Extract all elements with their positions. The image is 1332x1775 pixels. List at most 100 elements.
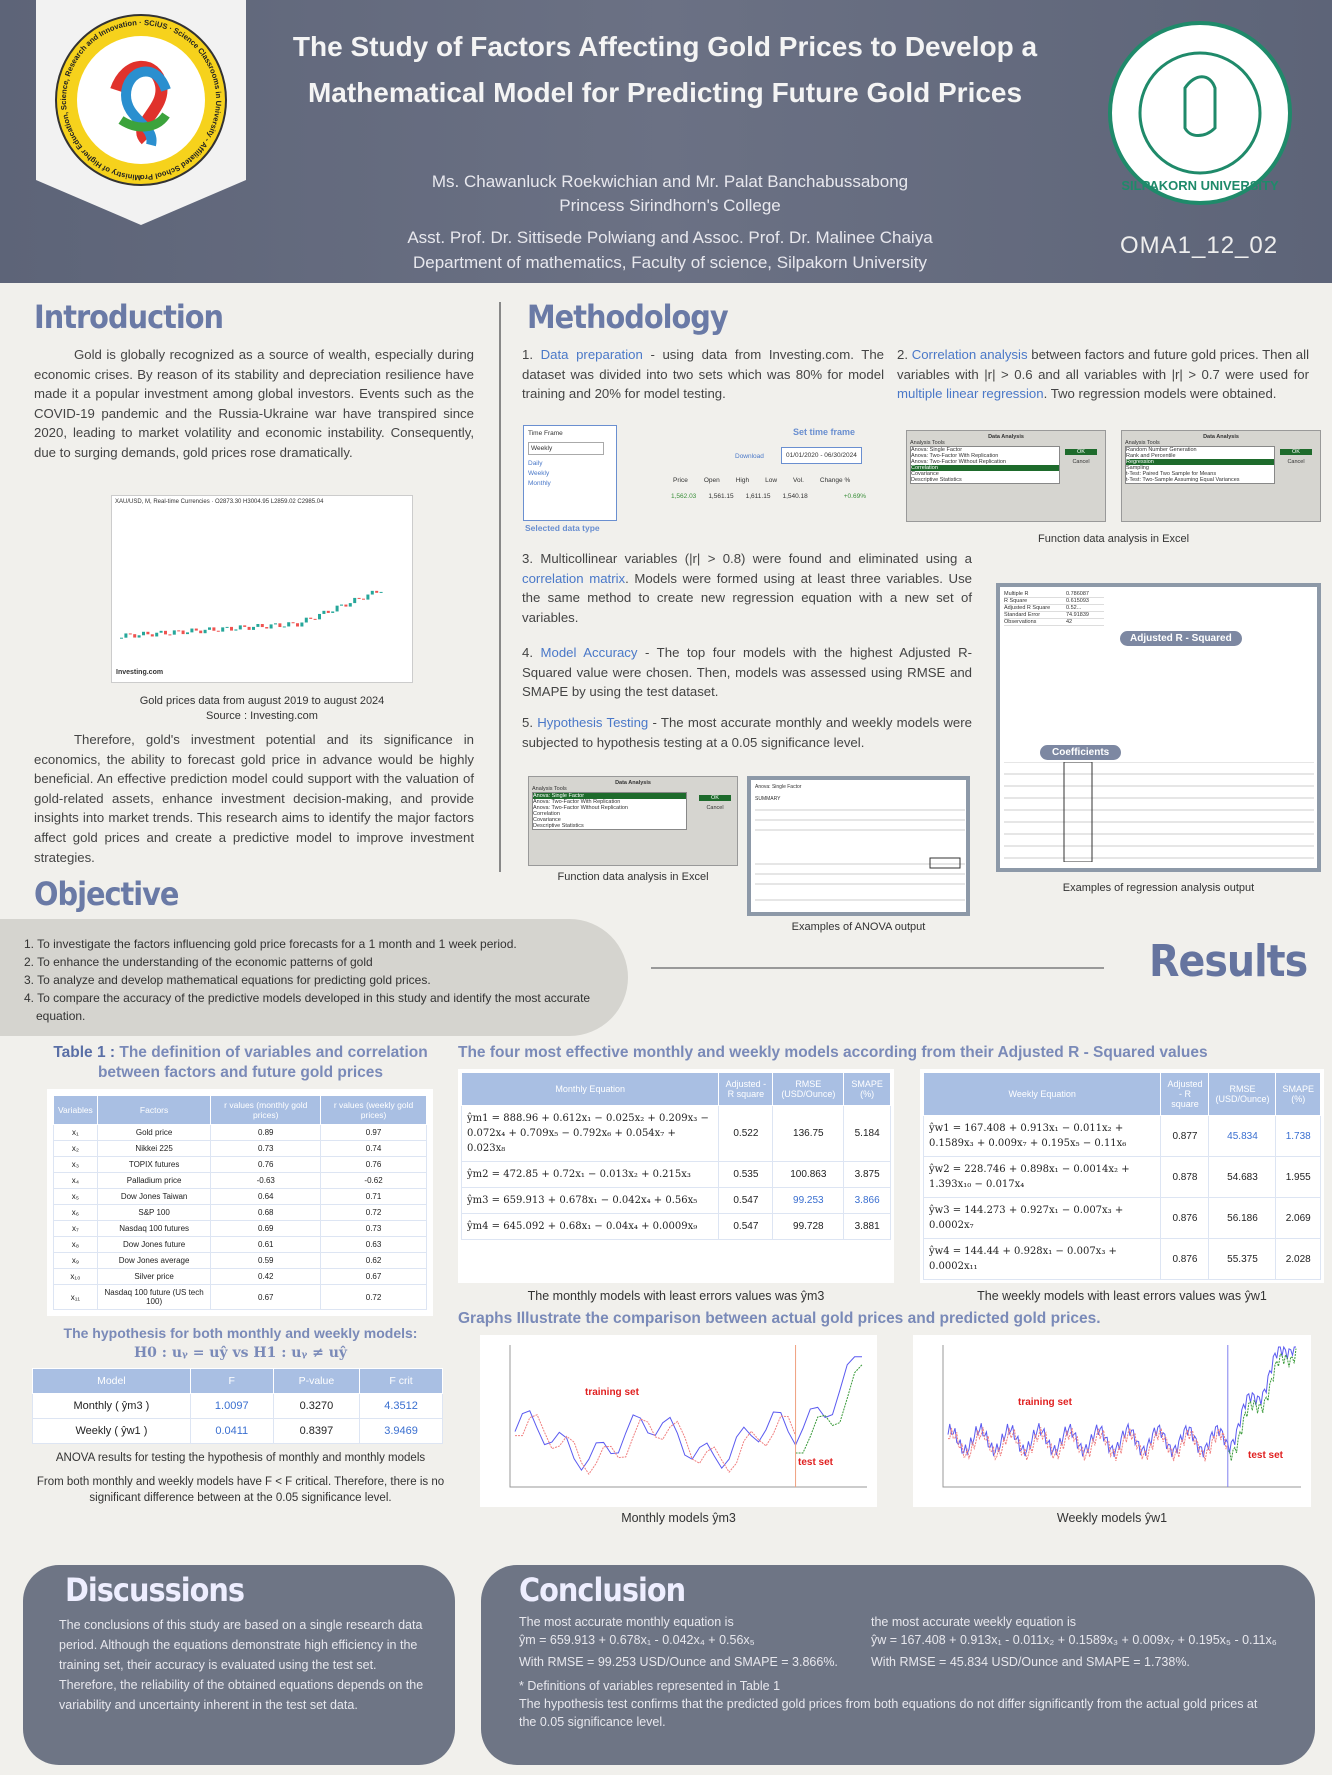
table-cell: 0.547 [718,1187,774,1214]
list-item[interactable]: Covariance [533,817,561,823]
graph-captions-row: Monthly models ŷm3 Weekly models ŷw1 [458,1511,1324,1525]
list-item[interactable]: Anova: Two-Factor With Replication [533,799,621,805]
list-item[interactable]: Anova: Two-Factor Without Replication [911,459,1006,465]
option-weekly[interactable]: Weekly [528,470,550,477]
table-row: x₆ S&P 100 0.68 0.72 [53,1204,427,1221]
table-cell: 55.375 [1208,1238,1277,1280]
tools-label: Analysis Tools [910,440,945,446]
column-header: r values (monthly gold prices) [210,1095,322,1125]
table1: Variables Factors r values (monthly gold p… [47,1089,433,1316]
list-item[interactable]: Descriptive Statistics [911,477,962,483]
table-cell: 5.184 [843,1105,891,1162]
regression-row: Observations 42 [1004,619,1104,626]
conclusion-box: Conclusion The most accurate monthly equ… [481,1565,1315,1765]
list-item[interactable]: Random Number Generation [1126,447,1197,453]
table-row: x₄ Palladium price -0.63 -0.62 [53,1172,427,1189]
option-monthly[interactable]: Monthly [528,480,551,487]
list-item-selected[interactable]: Correlation [911,465,1059,471]
table-row: ŷm1 = 888.96 + 0.612x₁ − 0.025x₂ + 0.209… [460,1105,891,1162]
tools-list[interactable]: Anova: Single Factor Anova: Two-Factor Wi… [910,446,1060,484]
candle [300,622,304,627]
table-cell: S&P 100 [96,1204,212,1221]
candle [269,624,273,629]
table-row: ŷw4 = 144.44 + 0.928x₁ − 0.007x₃ + 0.000… [922,1238,1321,1280]
advisors: Asst. Prof. Dr. Sittisede Polwiang and A… [407,228,933,247]
table-row: x₅ Dow Jones Taiwan 0.64 0.71 [53,1188,427,1205]
candle [128,633,132,635]
hypothesis-table: Model F P-value F crit Monthly ( ŷm3 ) 1.0097… [32,1368,443,1444]
table-cell: 3.881 [843,1213,891,1240]
cancel-button[interactable]: Cancel [1072,459,1090,465]
list-item[interactable]: Rank and Percentile [1126,453,1176,459]
ok-button[interactable]: OK [699,795,731,801]
table-cell: ŷw2 = 228.746 + 0.898x₁ − 0.0014x₂ + 1.3… [922,1156,1162,1198]
table-row: Monthly ( ŷm3 ) 1.0097 0.3270 4.3512 [32,1393,443,1419]
col: Price [673,477,688,484]
candle [357,597,361,599]
stat-label: R Square [1004,598,1028,604]
candle [370,590,374,595]
ok-button[interactable]: OK [1065,449,1097,455]
table-cell: 100.863 [772,1161,845,1188]
list-item[interactable]: Descriptive Statistics [533,823,584,829]
option-daily[interactable]: Daily [528,460,543,467]
column-header: RMSE (USD/Ounce) [772,1072,845,1106]
list-item[interactable]: Anova: Single Factor [911,447,963,453]
list-item[interactable]: t-Test: Paired Two Sample for Means [1126,471,1217,477]
table-cell: TOPIX futures [96,1156,212,1173]
list-item[interactable]: t-Test: Two-Sample Assuming Equal Varian… [1126,477,1240,483]
candle [216,630,220,632]
tools-list[interactable]: Random Number Generation Rank and Percent… [1125,446,1275,484]
candle [318,613,321,620]
monthly-intro: The most accurate monthly equation is [519,1615,734,1629]
chart-caption: Gold prices data from august 2019 to aug… [139,695,385,707]
table-cell: x₉ [53,1252,98,1269]
list-item[interactable]: Anova: Two-Factor Without Replication [533,805,628,811]
candle [278,623,282,628]
col: Low [765,477,778,484]
list-item[interactable]: Correlation [533,811,560,817]
timeframe-select[interactable]: Weekly [528,442,604,455]
table-cell: 4.3512 [359,1393,443,1419]
step-3: 3. Multicollinear variables (|r| > 0.8) … [522,549,972,627]
results-rule [651,967,1104,969]
ok-button[interactable]: OK [1280,449,1312,455]
table-cell: ŷm2 = 472.85 + 0.72x₁ − 0.013x₂ + 0.215x… [460,1161,720,1188]
candle [256,624,260,627]
download-link[interactable]: Download [735,453,764,460]
weekly-graph: training set test set [913,1335,1311,1507]
selected-type-label: Selected data type [525,523,600,533]
step-number: 4. [522,645,533,660]
candle [164,630,167,635]
results-left-column: Table 1 : The definition of variables an… [28,1043,453,1506]
models-notes-row: The monthly models with least errors val… [458,1289,1324,1303]
cancel-button[interactable]: Cancel [1287,459,1305,465]
column-header: SMAPE (%) [843,1072,891,1106]
table-cell: 0.42 [210,1268,322,1285]
date-range[interactable]: 01/01/2020 - 06/30/2024 [781,447,862,464]
graphs-title: Graphs Illustrate the comparison between… [458,1310,1101,1327]
table-cell: 1.0097 [189,1393,274,1419]
candle [296,623,299,627]
list-item-selected[interactable]: Anova: Single Factor [533,793,686,799]
table-cell: 3.875 [843,1161,891,1188]
candle [146,631,150,635]
cancel-button[interactable]: Cancel [706,805,724,811]
adjusted-r-squared-tag: Adjusted R - Squared [1120,631,1242,646]
tools-list[interactable]: Anova: Single Factor Anova: Two-Factor Wi… [532,792,687,830]
monthly-conclusion: The most accurate monthly equation is ŷm… [519,1613,849,1671]
candle [379,591,383,593]
list-item-selected[interactable]: Regression [1126,459,1274,465]
column-header: Variables [53,1095,98,1125]
table-cell: Nasdaq 100 futures [96,1220,212,1237]
table-cell: -0.62 [320,1172,427,1189]
table-row: ŷw1 = 167.408 + 0.913x₁ − 0.011x₂ + 0.15… [922,1115,1321,1157]
table-cell: 1.738 [1275,1115,1321,1157]
candle [313,618,317,620]
hypothesis-table-wrap: Model F P-value F crit Monthly ( ŷm3 ) 1.0097… [32,1368,443,1444]
list-item[interactable]: Anova: Two-Factor With Replication [911,453,999,459]
list-item[interactable]: Sampling [1126,465,1149,471]
list-item[interactable]: Covariance [911,471,939,477]
objective-item: 4. To compare the accuracy of the predic… [24,991,591,1023]
anova-title: Anova: Single Factor [755,784,802,790]
